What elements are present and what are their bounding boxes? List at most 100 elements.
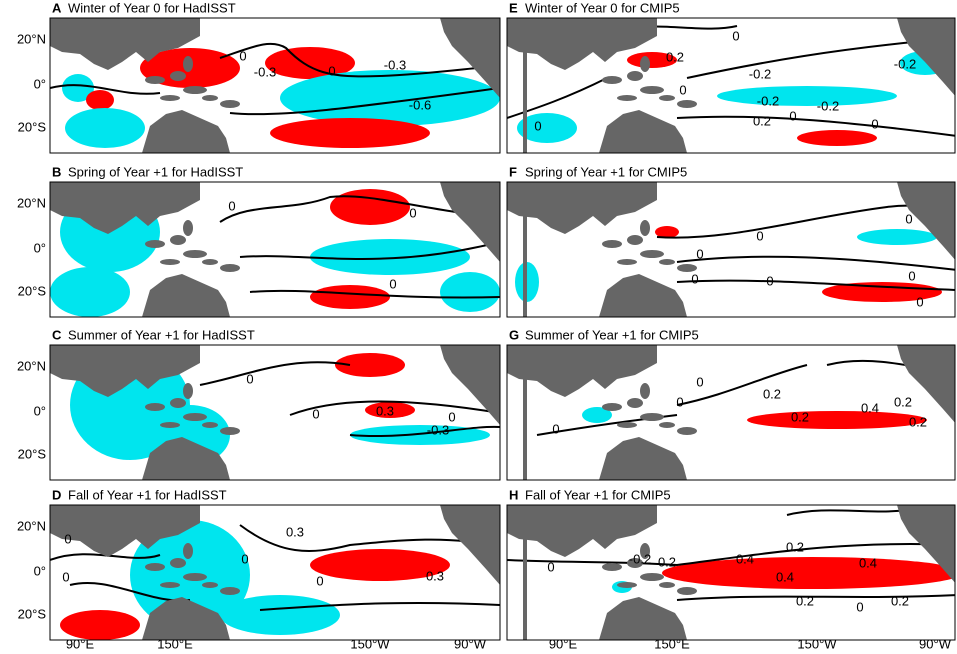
panel-title: Winter of Year 0 for HadISST: [68, 0, 236, 15]
island: [183, 413, 207, 421]
panel-frame: [49, 344, 501, 481]
anomaly-region: [662, 557, 955, 589]
island: [202, 582, 218, 588]
contour-label: 0: [316, 573, 323, 588]
contour-label: 0.2: [666, 49, 684, 64]
contour-label: 0: [62, 569, 69, 584]
contour-line: [259, 601, 500, 611]
land: [897, 505, 955, 583]
island: [640, 573, 664, 581]
contour-line: [50, 84, 161, 95]
y-tick-label: 0°: [34, 240, 46, 255]
contour-label: 0: [241, 551, 248, 566]
land: [142, 437, 230, 480]
missing-strip: [523, 505, 527, 640]
contour-label: -0.3: [254, 64, 276, 79]
anomaly-region: [330, 189, 410, 225]
contour-label: 0.2: [894, 394, 912, 409]
land: [599, 437, 687, 480]
island: [640, 220, 650, 236]
contour-label: 0: [679, 82, 686, 97]
contour-line: [676, 115, 955, 137]
contour-label: 0: [534, 118, 541, 133]
map-panel: [49, 344, 501, 481]
island: [659, 259, 675, 265]
land: [507, 182, 657, 234]
anomaly-region: [655, 226, 679, 238]
contour-label: 0.4: [861, 400, 879, 415]
land: [599, 274, 687, 317]
island: [145, 563, 165, 571]
contour-line: [507, 77, 608, 119]
contour-label: 0.2: [763, 386, 781, 401]
contour-line: [219, 42, 500, 78]
panel-frame: [49, 181, 501, 318]
anomaly-region: [747, 411, 927, 429]
island: [183, 220, 193, 236]
contour-label: 0: [552, 421, 559, 436]
map-content: [50, 18, 500, 153]
contour-line: [219, 195, 500, 223]
island: [602, 563, 622, 571]
contour-label: 0: [547, 559, 554, 574]
land: [507, 345, 657, 397]
contour-label: 0: [789, 108, 796, 123]
land: [50, 505, 200, 557]
land: [440, 18, 500, 98]
land: [142, 274, 230, 317]
panel-frame: [506, 181, 956, 318]
contour-label: 0: [676, 394, 683, 409]
island: [220, 100, 240, 108]
anomaly-region: [797, 130, 877, 146]
contour-label: 0.2: [786, 539, 804, 554]
map-content: [507, 345, 955, 480]
contour-line: [676, 594, 955, 601]
anomaly-region: [50, 267, 130, 317]
land: [897, 18, 955, 96]
contour-line: [786, 509, 908, 516]
missing-strip: [523, 182, 527, 317]
land: [599, 597, 687, 640]
island: [627, 71, 643, 81]
anomaly-region: [220, 595, 340, 635]
island: [183, 573, 207, 581]
panel-title: Fall of Year +1 for CMIP5: [525, 487, 671, 502]
island: [602, 76, 622, 84]
contour-label: 0.3: [426, 568, 444, 583]
map-panel: [506, 344, 956, 481]
y-tick-label: 20°N: [17, 195, 46, 210]
land: [507, 18, 657, 70]
contour-label: 0.2: [753, 113, 771, 128]
x-tick-label: 90°E: [66, 636, 95, 651]
map-panel: [506, 17, 956, 154]
anomaly-region: [365, 402, 415, 418]
map-panel: [506, 181, 956, 318]
contour-label: 0.2: [891, 593, 909, 608]
contour-line: [507, 543, 955, 567]
map-panel: [506, 504, 956, 641]
island: [170, 398, 186, 408]
contour-line: [349, 425, 500, 438]
island: [617, 95, 637, 101]
island: [677, 427, 697, 435]
island: [640, 250, 664, 258]
y-tick-label: 20°N: [17, 358, 46, 373]
panel-frame: [506, 17, 956, 154]
island: [202, 259, 218, 265]
contour-label: 0: [871, 116, 878, 131]
anomaly-region: [717, 86, 897, 106]
panel-letter: G: [509, 327, 519, 342]
x-tick-label: 150°E: [157, 636, 193, 651]
contour-label: 0: [239, 48, 246, 63]
anomaly-region: [60, 610, 140, 640]
land: [142, 110, 230, 153]
panel-letter: B: [52, 164, 61, 179]
map-content: [50, 182, 500, 317]
island: [617, 582, 637, 588]
island: [640, 383, 650, 399]
island: [160, 582, 180, 588]
x-tick-label: 150°W: [797, 636, 837, 651]
y-tick-label: 0°: [34, 76, 46, 91]
contour-label: -0.2: [629, 551, 651, 566]
anomaly-region: [310, 549, 450, 581]
